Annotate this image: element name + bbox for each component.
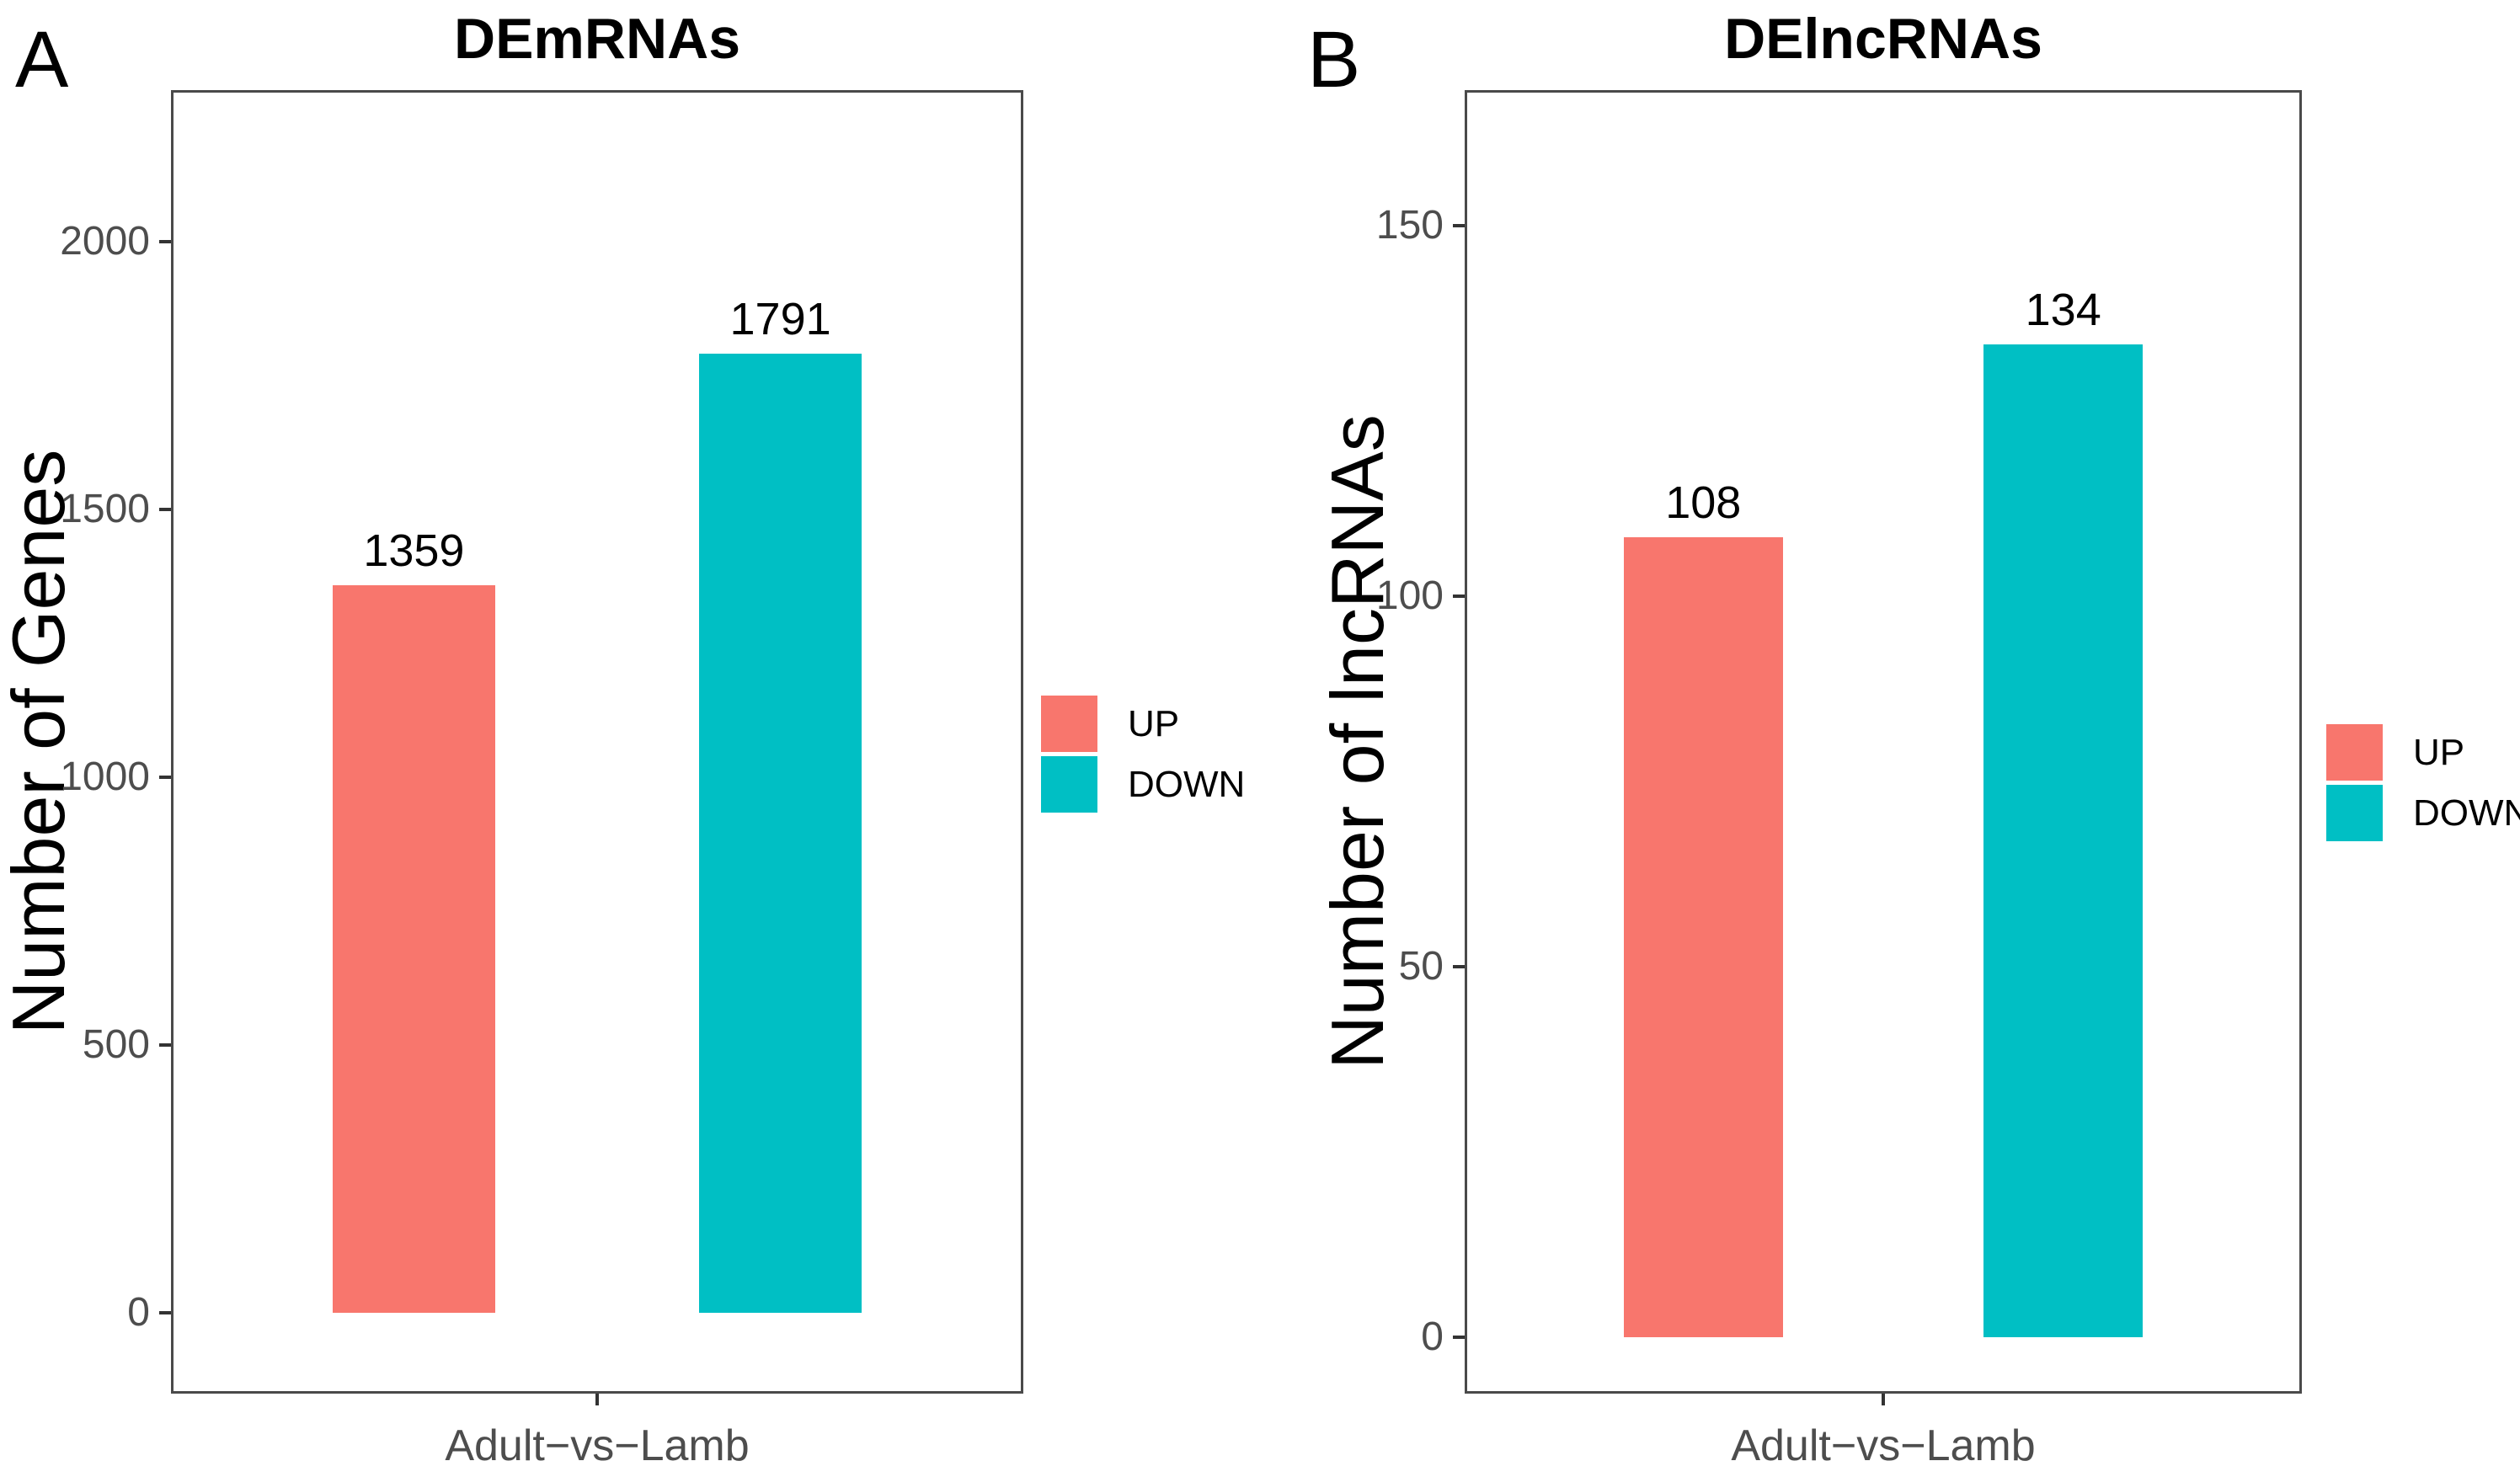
legend-label-down: DOWN — [2413, 792, 2520, 834]
legend-item-up: UP — [2326, 724, 2520, 781]
x-tick-mark — [1882, 1394, 1885, 1405]
legend-swatch-down — [1041, 756, 1097, 813]
y-tick-label: 1500 — [60, 487, 150, 531]
legend-item-up: UP — [1041, 696, 1245, 752]
bar-value-label: 1359 — [363, 525, 465, 576]
bar-value-label: 134 — [2025, 284, 2101, 335]
y-tick-mark — [1453, 1336, 1465, 1339]
y-tick-label: 2000 — [60, 219, 150, 264]
x-tick-mark — [595, 1394, 599, 1405]
y-tick-label: 0 — [1421, 1314, 1444, 1359]
panel-letter-b: B — [1307, 15, 1361, 104]
plot-area-a — [171, 90, 1023, 1394]
bar-up — [333, 584, 495, 1313]
x-tick-label-a: Adult−vs−Lamb — [445, 1421, 750, 1470]
x-tick-label-b: Adult−vs−Lamb — [1731, 1421, 2036, 1470]
y-tick-label: 0 — [127, 1290, 150, 1335]
legend-label-up: UP — [2413, 731, 2465, 773]
y-tick-mark — [159, 1311, 171, 1314]
y-tick-mark — [1453, 965, 1465, 968]
y-tick-label: 150 — [1375, 203, 1444, 248]
y-tick-label: 500 — [82, 1022, 150, 1067]
chart-title-delncrnas: DElncRNAs — [1724, 7, 2042, 71]
bar-down — [1983, 344, 2144, 1337]
y-tick-mark — [159, 776, 171, 779]
y-tick-label: 50 — [1398, 944, 1444, 989]
legend-swatch-up — [1041, 696, 1097, 752]
legend-item-down: DOWN — [1041, 756, 1245, 813]
bar-down — [699, 353, 862, 1313]
bar-value-label: 108 — [1665, 477, 1742, 528]
chart-title-demrnas: DEmRNAs — [453, 7, 741, 71]
legend-a: UP DOWN — [1041, 696, 1245, 817]
y-tick-mark — [159, 1043, 171, 1047]
bar-value-label: 1791 — [729, 293, 831, 344]
legend-b: UP DOWN — [2326, 724, 2520, 845]
y-tick-mark — [1453, 224, 1465, 227]
y-tick-mark — [159, 240, 171, 243]
legend-item-down: DOWN — [2326, 785, 2520, 841]
bar-up — [1623, 536, 1783, 1337]
y-tick-label: 100 — [1375, 573, 1444, 618]
legend-label-down: DOWN — [1128, 763, 1246, 805]
y-tick-mark — [159, 508, 171, 511]
plot-area-b — [1465, 90, 2302, 1394]
legend-swatch-down — [2326, 785, 2383, 841]
legend-label-up: UP — [1128, 702, 1180, 744]
legend-swatch-up — [2326, 724, 2383, 781]
y-tick-mark — [1453, 595, 1465, 598]
panel-letter-a: A — [15, 15, 69, 104]
y-tick-label: 1000 — [60, 754, 150, 799]
